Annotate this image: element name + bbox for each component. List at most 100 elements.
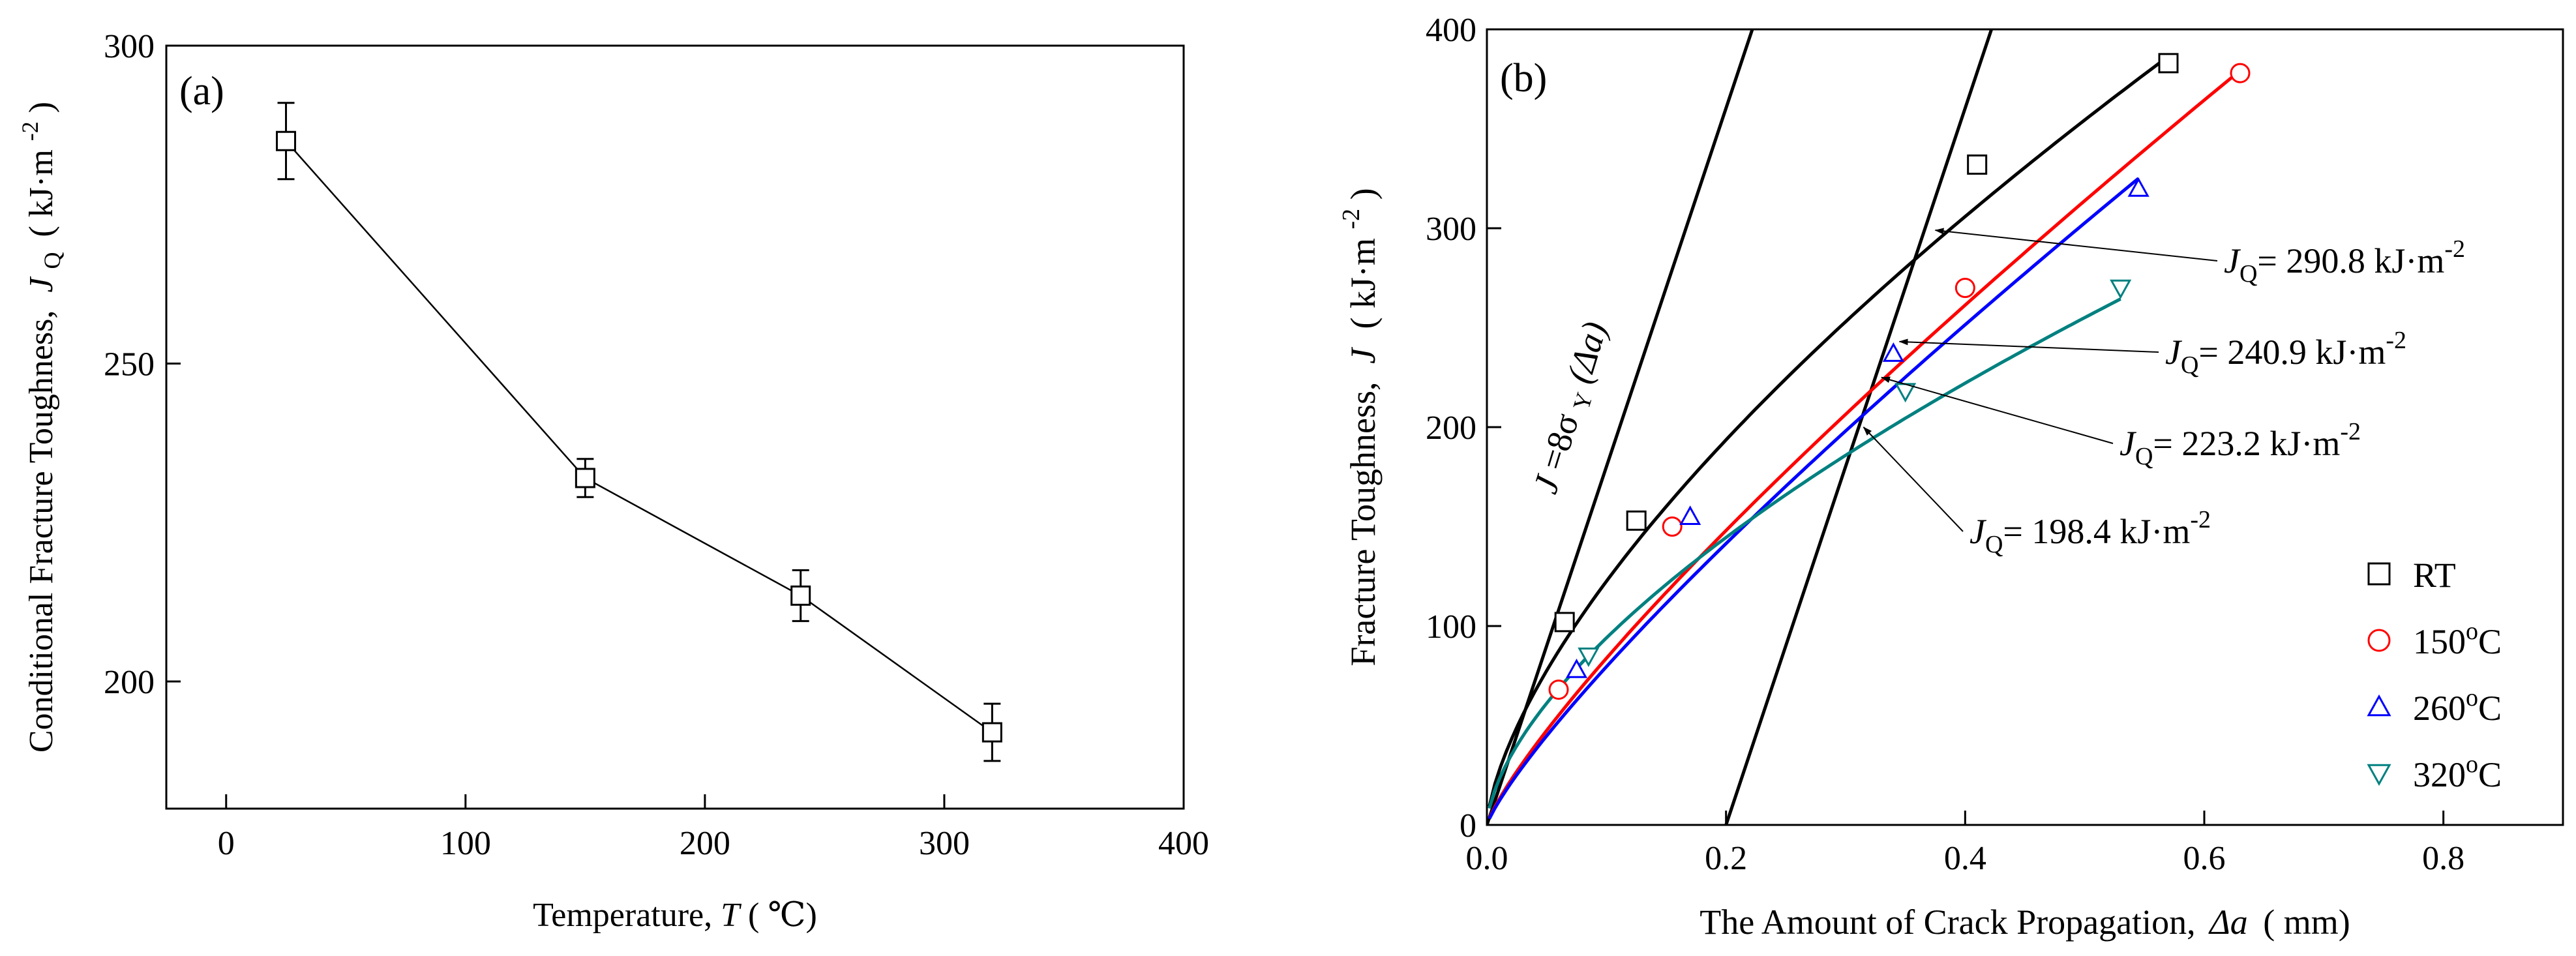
panel-b-data-points [1548,53,2251,700]
data-point [1967,154,1988,175]
y-tick-label: 300 [1426,211,1476,248]
panel-a-x-axis-label: Temperature, T ( ℃) [533,897,817,934]
data-point [1954,278,1975,298]
panel-b-ylabel-unit: ( kJ·m [1343,238,1383,329]
fit-curve [1488,177,2140,820]
panel-a-plot-frame [165,44,1185,810]
jq-arrow [1881,376,2114,444]
panel-a-ylabel-sub: Q [39,252,65,269]
panel-b-plot-frame [1486,28,2564,826]
panel-a-xlabel-main: Temperature, [533,897,712,934]
panel-a-xlabel-var: T [721,897,741,934]
data-point [1882,342,1904,362]
panel-b-x-ticks: 0.0 0.2 0.4 0.6 0.8 [1466,811,2464,877]
panel-b-y-axis-label: Fracture Toughness, J ( kJ·m -2 ) [1328,188,1383,666]
panel-b-x-axis-label: The Amount of Crack Propagation, Δa ( mm… [1700,903,2350,942]
data-point [1548,680,1569,700]
panel-b-xlabel-var: Δa [2208,903,2248,942]
blunting-line [1487,29,1754,825]
data-point [790,585,811,606]
panel-b: 0.0 0.2 0.4 0.6 0.8 0 100 200 300 400 JQ= 290.8 … [1328,12,2564,942]
legend-label: 320oC [2413,751,2502,794]
legend-marker [2367,562,2391,586]
y-tick-label: 250 [104,346,155,383]
panel-b-xlabel-main: The Amount of Crack Propagation, [1700,903,2195,942]
jq-annotation: JQ= 198.4 kJ·m-2 [1969,506,2211,558]
panel-a-ylabel-close: ) [23,102,60,113]
data-point [2230,63,2251,83]
legend-marker [2367,629,2391,652]
panel-b-y-ticks: 0 100 200 300 400 [1426,12,1501,844]
data-point [2158,53,2179,74]
panel-b-ylabel-var: J [1343,346,1383,364]
jq-annotation: JQ= 240.9 kJ·m-2 [2165,327,2406,379]
blunt-label-mid: =8σ [1533,409,1587,474]
panel-a-ylabel-main: Conditional Fracture Toughness, [23,310,60,753]
x-tick-label: 0.4 [1944,840,1986,877]
x-tick-label: 0.0 [1466,840,1508,877]
data-point [1565,659,1588,678]
jq-annotation: JQ= 223.2 kJ·m-2 [2119,418,2361,470]
x-tick-label: 0.2 [1705,840,1747,877]
jq-arrow [1863,426,1964,532]
jq-annotation: JQ= 290.8 kJ·m-2 [2224,235,2465,288]
y-tick-label: 0 [1460,807,1476,844]
legend-marker [2367,764,2391,786]
panel-a-y-ticks: 200 250 300 [104,28,181,701]
panel-a-series [276,102,1002,762]
series-line [285,140,993,734]
jq-arrow [1898,338,2159,353]
blunt-label-sub: Y [1568,389,1598,413]
x-tick-label: 0 [218,825,235,862]
x-tick-label: 300 [919,825,970,862]
panel-b-ylabel-close: ) [1343,188,1383,200]
x-tick-label: 100 [440,825,491,862]
y-tick-label: 100 [1426,608,1476,646]
y-tick-label: 400 [1426,12,1476,49]
data-point [1626,510,1647,531]
data-point [1578,648,1600,667]
panel-a: 0 100 200 300 400 200 250 300 (a) Temperature,… [8,28,1209,934]
blunting-line [1724,29,1994,825]
panel-a-xlabel-unit: ( ℃) [748,897,817,934]
x-tick-label: 0.8 [2422,840,2464,877]
blunt-label-j: J [1525,470,1568,498]
fit-curve [1488,69,2241,819]
jq-arrow [1934,228,2218,261]
panel-a-label: (a) [179,69,224,113]
data-point [2127,177,2149,197]
panel-b-label: (b) [1500,56,1547,100]
data-point [575,468,595,488]
data-point [2110,279,2132,299]
blunt-label-post: (Δa) [1559,317,1615,387]
data-point [1554,612,1575,633]
panel-a-ylabel-exp: -2 [17,121,43,141]
panel-b-blunting-line-label: J =8σ Y (Δa) [1525,317,1621,500]
data-point [981,722,1002,743]
fit-curve [1488,55,2170,807]
panel-b-ylabel-main: Fracture Toughness, [1343,381,1383,666]
panel-a-x-ticks: 0 100 200 300 400 [218,794,1209,862]
x-tick-label: 0.6 [2183,840,2226,877]
x-tick-label: 400 [1158,825,1209,862]
x-tick-label: 200 [680,825,730,862]
y-tick-label: 300 [104,28,155,65]
data-point [1662,516,1683,537]
panel-a-ylabel-unit: ( kJ·m [23,149,60,237]
legend-label: RT [2413,556,2456,595]
panel-b-legend: RT 150oC 260oC 320oC [2367,556,2502,794]
panel-a-y-axis-label: Conditional Fracture Toughness, J Q ( kJ… [8,102,68,753]
data-point [1679,505,1701,525]
legend-label: 260oC [2413,684,2502,728]
panel-b-ylabel-exp: -2 [1338,209,1365,230]
legend-marker [2367,694,2391,717]
panel-b-fit-curves [1488,55,2241,820]
data-point [276,130,297,151]
panel-a-ylabel-var: J [23,276,60,293]
panel-b-xlabel-unit: ( mm) [2263,903,2350,942]
y-tick-label: 200 [1426,410,1476,447]
panel-b-blunting-lines [1487,29,1994,825]
y-tick-label: 200 [104,664,155,701]
legend-label: 150oC [2413,618,2502,661]
